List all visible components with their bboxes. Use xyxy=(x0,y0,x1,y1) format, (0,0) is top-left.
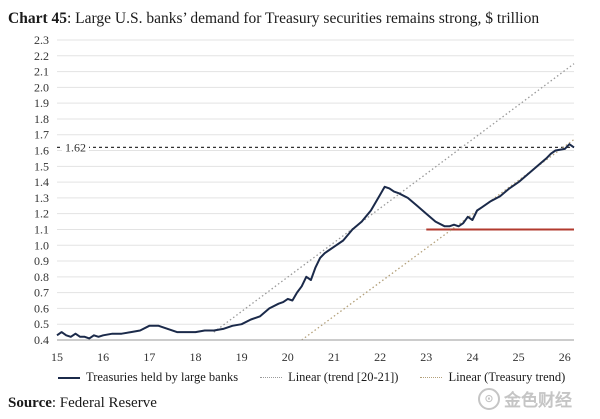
y-tick-label: 1.9 xyxy=(34,96,49,110)
y-tick-label: 1.1 xyxy=(34,222,49,236)
legend-item: Linear (Treasury trend) xyxy=(420,370,565,385)
legend-item: Linear (trend [20-21]) xyxy=(260,370,398,385)
chart-title-text: : Large U.S. banks’ demand for Treasury … xyxy=(66,10,540,27)
source-text: : Federal Reserve xyxy=(51,395,157,411)
legend-item: Treasuries held by large banks xyxy=(58,370,238,385)
x-tick-label: 20 xyxy=(282,350,294,364)
y-tick-label: 2.0 xyxy=(34,80,49,94)
watermark-logo-icon: ⊙ xyxy=(478,387,500,410)
y-tick-label: 1.0 xyxy=(34,238,49,252)
x-tick-label: 19 xyxy=(236,350,248,364)
chart-title-label: Chart 45 xyxy=(8,10,67,27)
x-tick-label: 18 xyxy=(189,350,201,364)
y-tick-label: 0.9 xyxy=(34,254,49,268)
x-tick-label: 16 xyxy=(97,350,109,364)
source-note: Source: Federal Reserve xyxy=(8,395,157,412)
legend-swatch xyxy=(58,376,80,379)
y-tick-label: 1.5 xyxy=(34,159,49,173)
y-tick-label: 1.3 xyxy=(34,191,49,205)
y-tick-label: 1.4 xyxy=(34,175,49,189)
x-tick-label: 25 xyxy=(513,350,525,364)
legend: Treasuries held by large banks Linear (tr… xyxy=(58,370,587,385)
series xyxy=(56,63,575,341)
legend-label: Linear (trend [20-21]) xyxy=(288,370,399,384)
legend-label: Treasuries held by large banks xyxy=(86,370,239,384)
x-tick-label: 15 xyxy=(51,350,63,364)
y-tick-label: 2.3 xyxy=(34,33,49,47)
y-tick-label: 1.7 xyxy=(34,128,49,142)
x-tick-label: 24 xyxy=(466,350,478,364)
y-tick-label: 2.1 xyxy=(34,65,49,79)
x-tick-label: 26 xyxy=(559,350,571,364)
y-tick-label: 1.8 xyxy=(34,112,49,126)
series-line-2 xyxy=(301,138,575,341)
x-tick-label: 22 xyxy=(374,350,386,364)
legend-label: Linear (Treasury trend) xyxy=(448,370,566,384)
source-label: Source xyxy=(8,395,52,411)
x-tick-label: 17 xyxy=(143,350,155,364)
series-line-1 xyxy=(213,63,575,333)
watermark-text: 金色财经 xyxy=(504,391,572,411)
reference-line-label: 1.62 xyxy=(65,140,86,154)
y-tick-label: 1.6 xyxy=(34,144,49,158)
y-tick-label: 0.4 xyxy=(34,333,49,347)
chart-title: Chart 45: Large U.S. banks’ demand for T… xyxy=(8,10,539,28)
y-tick-label: 2.2 xyxy=(34,49,49,63)
y-tick-label: 0.5 xyxy=(34,317,49,331)
x-axis-ticks: 15 16 17 18 19 20 21 22 23 24 25 26 xyxy=(51,350,571,364)
reference-label-bg xyxy=(62,139,89,156)
reference-lines: 1.62 xyxy=(57,139,574,231)
legend-swatch xyxy=(420,377,443,378)
x-tick-label: 23 xyxy=(420,350,432,364)
x-tick-label: 21 xyxy=(328,350,340,364)
y-tick-label: 1.2 xyxy=(34,207,49,221)
gridlines xyxy=(57,39,574,341)
series-line-0 xyxy=(56,143,575,340)
y-tick-label: 0.6 xyxy=(34,301,49,315)
y-axis-ticks: 0.4 0.5 0.60.7 0.8 0.9 1.0 1.11.2 1.3 1.4 1.51.6 1… xyxy=(34,33,49,347)
y-tick-label: 0.7 xyxy=(34,286,49,300)
y-tick-label: 0.8 xyxy=(34,270,49,284)
watermark: ⊙ 金色财经 xyxy=(478,386,572,411)
legend-swatch xyxy=(260,377,283,378)
